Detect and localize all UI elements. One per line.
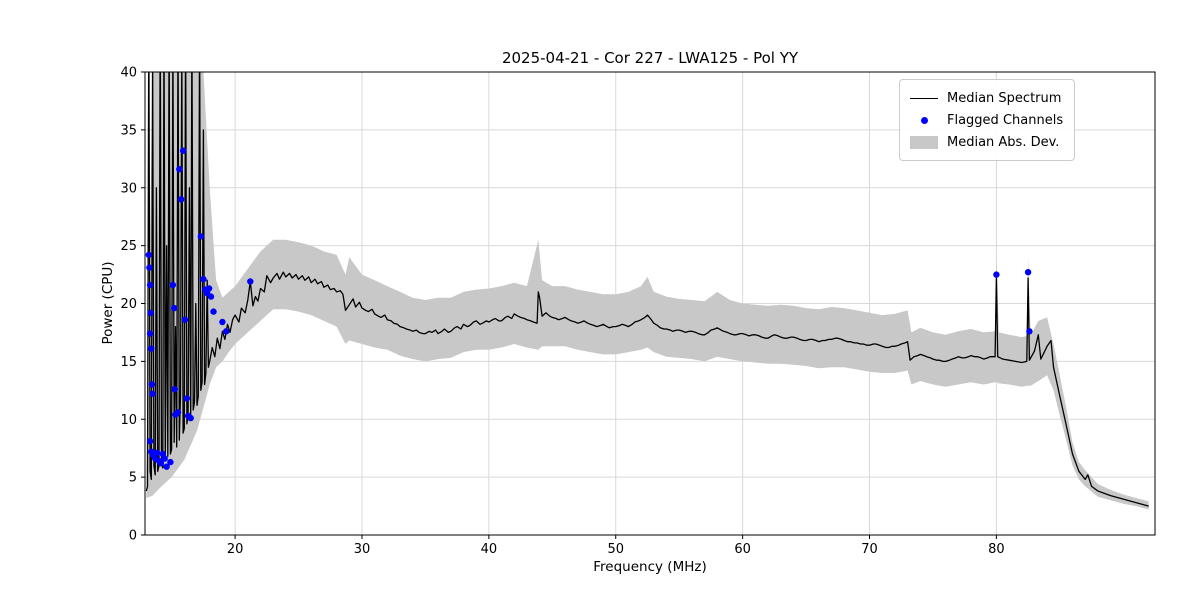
- legend-label-median-spectrum: Median Spectrum: [947, 90, 1062, 106]
- svg-text:40: 40: [481, 542, 498, 557]
- legend-item-flagged-channels: Flagged Channels: [909, 109, 1064, 131]
- svg-text:30: 30: [120, 181, 137, 196]
- chart-title: 2025-04-21 - Cor 227 - LWA125 - Pol YY: [501, 49, 799, 67]
- median-spectrum-line-swatch: [909, 97, 939, 99]
- svg-text:20: 20: [227, 542, 244, 557]
- svg-text:70: 70: [861, 542, 878, 557]
- svg-text:40: 40: [120, 66, 137, 81]
- legend-item-median-abs-dev: Median Abs. Dev.: [909, 131, 1064, 153]
- svg-text:35: 35: [120, 123, 137, 138]
- median-abs-dev-patch-swatch: [909, 135, 939, 149]
- svg-text:25: 25: [120, 239, 137, 254]
- legend-item-median-spectrum: Median Spectrum: [909, 87, 1064, 109]
- svg-text:0: 0: [129, 529, 137, 544]
- svg-text:5: 5: [129, 471, 137, 486]
- legend-label-median-abs-dev: Median Abs. Dev.: [947, 134, 1060, 150]
- svg-text:15: 15: [120, 355, 137, 370]
- svg-text:80: 80: [988, 542, 1005, 557]
- svg-text:20: 20: [120, 297, 137, 312]
- legend-label-flagged-channels: Flagged Channels: [947, 112, 1064, 128]
- flagged-channels-dot-swatch: [909, 116, 939, 124]
- svg-text:60: 60: [734, 542, 751, 557]
- svg-text:50: 50: [607, 542, 624, 557]
- legend: Median Spectrum Flagged Channels Median …: [899, 79, 1075, 161]
- svg-text:30: 30: [354, 542, 371, 557]
- x-axis-label: Frequency (MHz): [593, 559, 707, 575]
- svg-text:10: 10: [120, 413, 137, 428]
